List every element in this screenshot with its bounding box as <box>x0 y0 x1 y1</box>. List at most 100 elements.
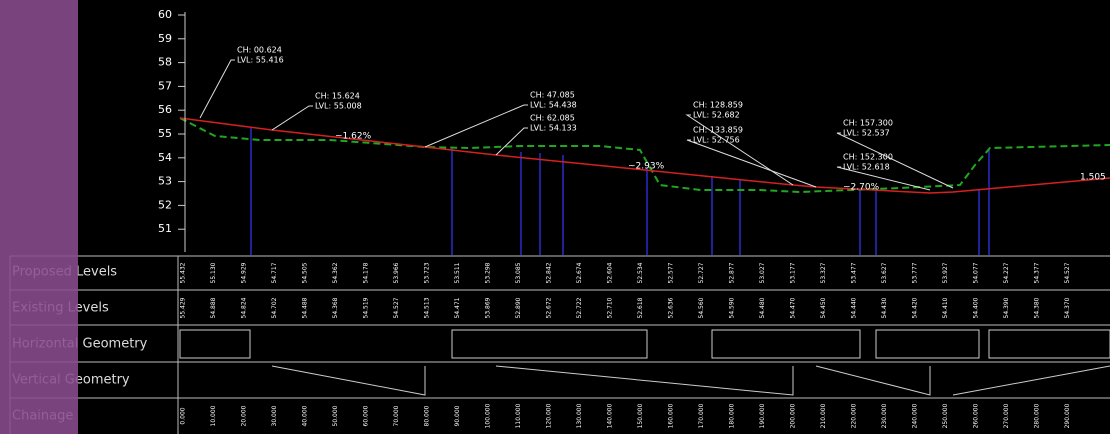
sidebar <box>0 0 78 434</box>
column-value: 210.000 <box>820 403 827 428</box>
column-value: 240.000 <box>912 403 919 428</box>
tick-label: 52 <box>158 198 172 211</box>
column-value: 55.130 <box>210 262 217 283</box>
column-value: 52.722 <box>576 297 583 318</box>
tick-label: 57 <box>158 79 172 92</box>
column-value: 53.723 <box>424 262 431 283</box>
callout-ch: CH: 152.300 <box>843 153 893 162</box>
column-value: 54.400 <box>973 297 980 318</box>
leader <box>495 127 528 156</box>
column-value: 20.000 <box>241 405 248 426</box>
callout-lvl: LVL: 52.537 <box>843 129 890 138</box>
column-value: 54.470 <box>790 297 797 318</box>
column-value: 160.000 <box>668 403 675 428</box>
callout-ch: CH: 00.624 <box>237 46 282 55</box>
column-value: 130.000 <box>576 403 583 428</box>
column-value: 52.604 <box>607 262 614 283</box>
column-value: 54.488 <box>302 297 309 318</box>
tick-label: 60 <box>158 8 172 21</box>
column-value: 54.717 <box>271 262 278 283</box>
column-value: 54.527 <box>1064 262 1071 283</box>
column-value: 190.000 <box>759 403 766 428</box>
column-value: 52.877 <box>729 262 736 283</box>
column-value: 52.534 <box>637 262 644 283</box>
column-value: 54.430 <box>881 297 888 318</box>
column-value: 280.000 <box>1034 403 1041 428</box>
leader <box>199 59 235 119</box>
column-value: 120.000 <box>546 403 553 428</box>
column-value: 53.511 <box>454 262 461 283</box>
column-value: 60.000 <box>363 405 370 426</box>
callout-lvl: LVL: 52.618 <box>843 163 890 172</box>
column-value: 54.471 <box>454 297 461 318</box>
column-value: 52.890 <box>515 297 522 318</box>
column-value: 54.480 <box>759 297 766 318</box>
column-value: 53.327 <box>820 262 827 283</box>
column-value: 53.777 <box>912 262 919 283</box>
column-value: 54.590 <box>729 297 736 318</box>
column-value: 52.710 <box>607 297 614 318</box>
column-value: 270.000 <box>1003 403 1010 428</box>
callout-lvl: LVL: 55.416 <box>237 56 284 65</box>
callout-ch: CH: 62.085 <box>530 114 575 123</box>
column-value: 54.824 <box>241 297 248 318</box>
column-value: 10.000 <box>210 405 217 426</box>
column-value: 50.000 <box>332 405 339 426</box>
column-value: 180.000 <box>729 403 736 428</box>
tick-label: 54 <box>158 151 172 164</box>
column-value: 54.227 <box>1003 262 1010 283</box>
column-value: 52.727 <box>698 262 705 283</box>
tick-label: 58 <box>158 56 172 69</box>
column-value: 54.560 <box>698 297 705 318</box>
column-value: 54.077 <box>973 262 980 283</box>
column-value: 250.000 <box>942 403 949 428</box>
leader <box>424 104 528 148</box>
column-value: 70.000 <box>393 405 400 426</box>
column-value: 53.927 <box>942 262 949 283</box>
column-value: 54.440 <box>851 297 858 318</box>
leader <box>685 114 794 186</box>
column-value: 90.000 <box>454 405 461 426</box>
column-value: 55.432 <box>180 262 187 283</box>
column-value: 54.702 <box>271 297 278 318</box>
column-value: 53.869 <box>485 297 492 318</box>
callout-lvl: LVL: 54.133 <box>530 124 577 133</box>
leader <box>271 105 313 131</box>
column-value: 53.966 <box>393 262 400 283</box>
column-value: 110.000 <box>515 403 522 428</box>
callout-ch: CH: 47.085 <box>530 91 575 100</box>
column-value: 53.177 <box>790 262 797 283</box>
callout-lvl: LVL: 55.008 <box>315 102 362 111</box>
column-value: 54.390 <box>1003 297 1010 318</box>
column-value: 54.178 <box>363 262 370 283</box>
column-value: 200.000 <box>790 403 797 428</box>
callout-lvl: LVL: 52.756 <box>693 136 740 145</box>
column-value: 80.000 <box>424 405 431 426</box>
proposed-profile <box>179 117 1110 194</box>
leader <box>836 166 931 191</box>
column-value: 54.450 <box>820 297 827 318</box>
column-value: 54.519 <box>363 297 370 318</box>
callout-ch: CH: 15.624 <box>315 92 360 101</box>
column-value: 230.000 <box>881 403 888 428</box>
grade-label: ~2.70% <box>843 183 880 193</box>
column-value: 54.888 <box>210 297 217 318</box>
column-value: 54.377 <box>1034 262 1041 283</box>
callout-ch: CH: 157.300 <box>843 119 893 128</box>
column-value: 100.000 <box>485 403 492 428</box>
column-value: 54.370 <box>1064 297 1071 318</box>
column-value: 52.842 <box>546 262 553 283</box>
existing-ground <box>179 117 1110 194</box>
column-value: 54.505 <box>302 262 309 283</box>
grade-label: 1.505 <box>1080 173 1106 183</box>
tick-label: 55 <box>158 127 172 140</box>
tick-label: 51 <box>158 222 172 235</box>
column-value: 52.618 <box>637 297 644 318</box>
column-value: 55.429 <box>180 297 187 318</box>
column-value: 53.627 <box>881 262 888 283</box>
column-value: 52.636 <box>668 297 675 318</box>
tick-label: 59 <box>158 32 172 45</box>
leader <box>686 139 817 188</box>
geometry-boxes <box>179 329 1110 396</box>
